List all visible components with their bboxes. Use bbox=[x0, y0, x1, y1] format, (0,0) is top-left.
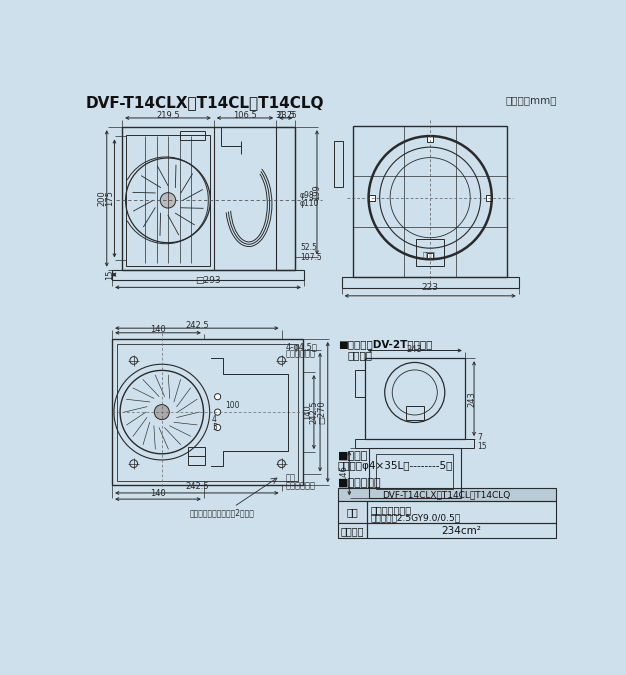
Text: 本体取付用穴: 本体取付用穴 bbox=[285, 350, 316, 358]
Text: 色調: 色調 bbox=[347, 507, 358, 517]
Bar bbox=[338, 523, 367, 539]
Text: 242.5: 242.5 bbox=[309, 400, 319, 424]
Text: DVF-T14CLX・T14CL・T14CLQ: DVF-T14CLX・T14CL・T14CLQ bbox=[86, 95, 324, 110]
Bar bbox=[276, 127, 295, 269]
Text: 140: 140 bbox=[150, 325, 166, 334]
Text: 長穴: 長穴 bbox=[285, 474, 295, 483]
Bar bbox=[356, 439, 474, 448]
Text: 排気扇: 排気扇 bbox=[423, 251, 435, 258]
Text: 31.25: 31.25 bbox=[275, 111, 297, 119]
Bar bbox=[406, 406, 424, 420]
Bar bbox=[486, 194, 492, 200]
Text: □270: □270 bbox=[317, 400, 326, 424]
Bar bbox=[112, 339, 303, 485]
Text: ムーンホワイト: ムーンホワイト bbox=[371, 506, 412, 515]
Text: 7: 7 bbox=[477, 433, 482, 442]
Bar bbox=[353, 126, 507, 277]
Text: 242.5: 242.5 bbox=[185, 483, 208, 491]
Text: ■付属品: ■付属品 bbox=[338, 451, 368, 460]
Text: 146: 146 bbox=[339, 465, 348, 481]
Text: 199: 199 bbox=[312, 184, 321, 200]
Text: （マンセル2.5GY9.0/0.5）: （マンセル2.5GY9.0/0.5） bbox=[371, 513, 461, 522]
Text: 234cm²: 234cm² bbox=[441, 526, 481, 536]
Bar bbox=[369, 194, 375, 200]
Text: 4-φ4.5穴: 4-φ4.5穴 bbox=[285, 343, 317, 352]
Bar bbox=[180, 131, 205, 140]
Text: φ98: φ98 bbox=[300, 191, 315, 200]
Bar bbox=[367, 523, 556, 539]
Text: 開口面積: 開口面積 bbox=[341, 526, 364, 536]
Text: ■本体カバー: ■本体カバー bbox=[338, 477, 381, 487]
Bar bbox=[365, 358, 465, 439]
Text: 106.5: 106.5 bbox=[233, 111, 257, 119]
Bar bbox=[356, 370, 365, 397]
Text: 取付位置: 取付位置 bbox=[347, 350, 372, 360]
Circle shape bbox=[215, 409, 221, 415]
Bar bbox=[342, 277, 519, 288]
Bar bbox=[338, 502, 367, 523]
Circle shape bbox=[154, 404, 169, 420]
Bar bbox=[188, 447, 205, 456]
Text: 243: 243 bbox=[468, 391, 476, 406]
Text: 4: 4 bbox=[212, 415, 217, 425]
Circle shape bbox=[160, 192, 176, 208]
Text: □293: □293 bbox=[195, 276, 221, 285]
Text: ■吹下金具DV-2T（別売）: ■吹下金具DV-2T（別売） bbox=[338, 339, 432, 349]
Circle shape bbox=[215, 394, 221, 400]
Bar bbox=[427, 136, 433, 142]
Text: 15: 15 bbox=[477, 442, 487, 451]
Bar bbox=[126, 135, 210, 266]
Text: 242.5: 242.5 bbox=[185, 321, 208, 329]
Bar bbox=[214, 127, 276, 269]
Bar bbox=[122, 127, 295, 269]
Text: 15: 15 bbox=[105, 269, 114, 280]
Bar bbox=[369, 448, 461, 498]
Bar bbox=[117, 344, 299, 481]
Text: 排気口取付用: 排気口取付用 bbox=[285, 481, 316, 491]
Bar bbox=[338, 487, 556, 502]
Text: 140: 140 bbox=[150, 489, 166, 497]
Text: 23.5: 23.5 bbox=[277, 111, 295, 119]
Text: DVF-T14CLX・T14CL・T14CLQ: DVF-T14CLX・T14CL・T14CLQ bbox=[382, 490, 511, 499]
Text: 140: 140 bbox=[304, 404, 312, 420]
Bar bbox=[367, 502, 556, 523]
Text: 175: 175 bbox=[105, 190, 114, 207]
Bar bbox=[112, 269, 304, 279]
Text: 107.5: 107.5 bbox=[300, 252, 322, 262]
Circle shape bbox=[215, 425, 221, 431]
Text: （単位：mm）: （単位：mm） bbox=[506, 95, 557, 105]
Text: 5: 5 bbox=[212, 423, 217, 432]
Bar bbox=[376, 454, 453, 489]
Bar bbox=[188, 456, 205, 465]
Text: 52.5: 52.5 bbox=[300, 243, 317, 252]
Text: 200: 200 bbox=[97, 190, 106, 207]
Bar bbox=[334, 141, 343, 187]
Text: φ110: φ110 bbox=[300, 199, 319, 208]
Text: 100: 100 bbox=[225, 402, 240, 410]
Text: ベルマウス取っ手部（2ヶ所）: ベルマウス取っ手部（2ヶ所） bbox=[190, 508, 255, 517]
Bar bbox=[416, 239, 444, 266]
Bar bbox=[427, 253, 433, 259]
Text: 243: 243 bbox=[407, 346, 423, 354]
Text: 木ねじ（φ4×35L）--------5本: 木ねじ（φ4×35L）--------5本 bbox=[338, 460, 453, 470]
Text: 223: 223 bbox=[422, 283, 439, 292]
Text: 219.5: 219.5 bbox=[156, 111, 180, 119]
